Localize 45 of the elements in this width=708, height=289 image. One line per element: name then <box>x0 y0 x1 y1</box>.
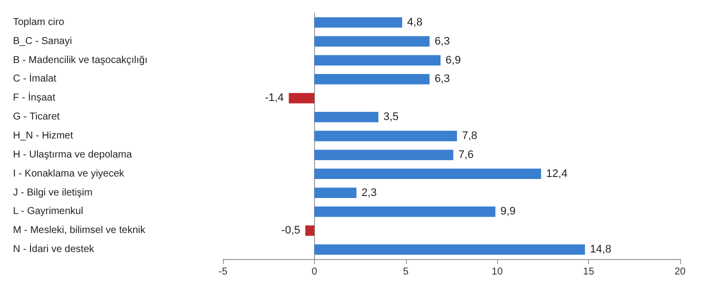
x-tick-label: -5 <box>218 266 228 278</box>
x-tick-label: 20 <box>674 266 686 278</box>
y-tick-label: Toplam ciro <box>13 16 65 28</box>
x-tick-label: 0 <box>312 266 318 278</box>
data-label: 7,8 <box>462 130 478 142</box>
bar <box>314 150 454 160</box>
data-label: 6,3 <box>434 35 450 48</box>
bar <box>314 244 585 255</box>
bar <box>314 112 378 122</box>
bar <box>288 92 314 104</box>
bar <box>305 225 314 236</box>
x-tick-label: 5 <box>403 266 410 278</box>
data-label: 4,8 <box>407 16 422 28</box>
bar <box>314 36 430 47</box>
bar <box>314 188 356 198</box>
y-tick-label: I - Konaklama ve yiyecek <box>13 168 126 180</box>
y-tick-label: F - İnşaat <box>13 92 56 104</box>
bar <box>314 55 441 66</box>
x-tick-label: 10 <box>492 266 504 278</box>
y-tick-label: G - Ticaret <box>13 112 60 123</box>
bar <box>314 206 496 217</box>
y-tick-label: N - İdari ve destek <box>13 243 96 256</box>
data-label: 14,8 <box>590 244 612 256</box>
data-label: 6,9 <box>446 54 461 66</box>
bar <box>314 130 457 142</box>
y-tick-label: L - Gayrimenkul <box>13 206 84 218</box>
data-label: -0,5 <box>281 224 300 237</box>
data-label: 6,3 <box>434 73 450 86</box>
y-tick-label: B - Madencilik ve taşocakçılığı <box>13 54 148 66</box>
y-tick-label: B_C - Sanayi <box>13 36 72 47</box>
data-label: 9,9 <box>500 206 516 218</box>
y-tick-label: J - Bilgi ve iletişim <box>13 187 92 198</box>
data-label: 12,4 <box>546 168 568 180</box>
data-label: 7,6 <box>458 148 474 161</box>
data-label: 2,3 <box>361 186 377 199</box>
y-tick-label: C - İmalat <box>13 72 57 85</box>
y-tick-label: H_N - Hizmet <box>13 130 74 142</box>
data-label: -1,4 <box>264 92 284 104</box>
y-tick-label: H - Ulaştırma ve depolama <box>13 149 132 160</box>
bar <box>314 168 542 180</box>
bar <box>314 17 402 28</box>
data-label: 3,5 <box>383 111 399 124</box>
y-tick-label: M - Mesleki, bilimsel ve teknik <box>13 225 146 236</box>
bar <box>314 74 430 84</box>
x-tick-label: 15 <box>583 266 595 278</box>
